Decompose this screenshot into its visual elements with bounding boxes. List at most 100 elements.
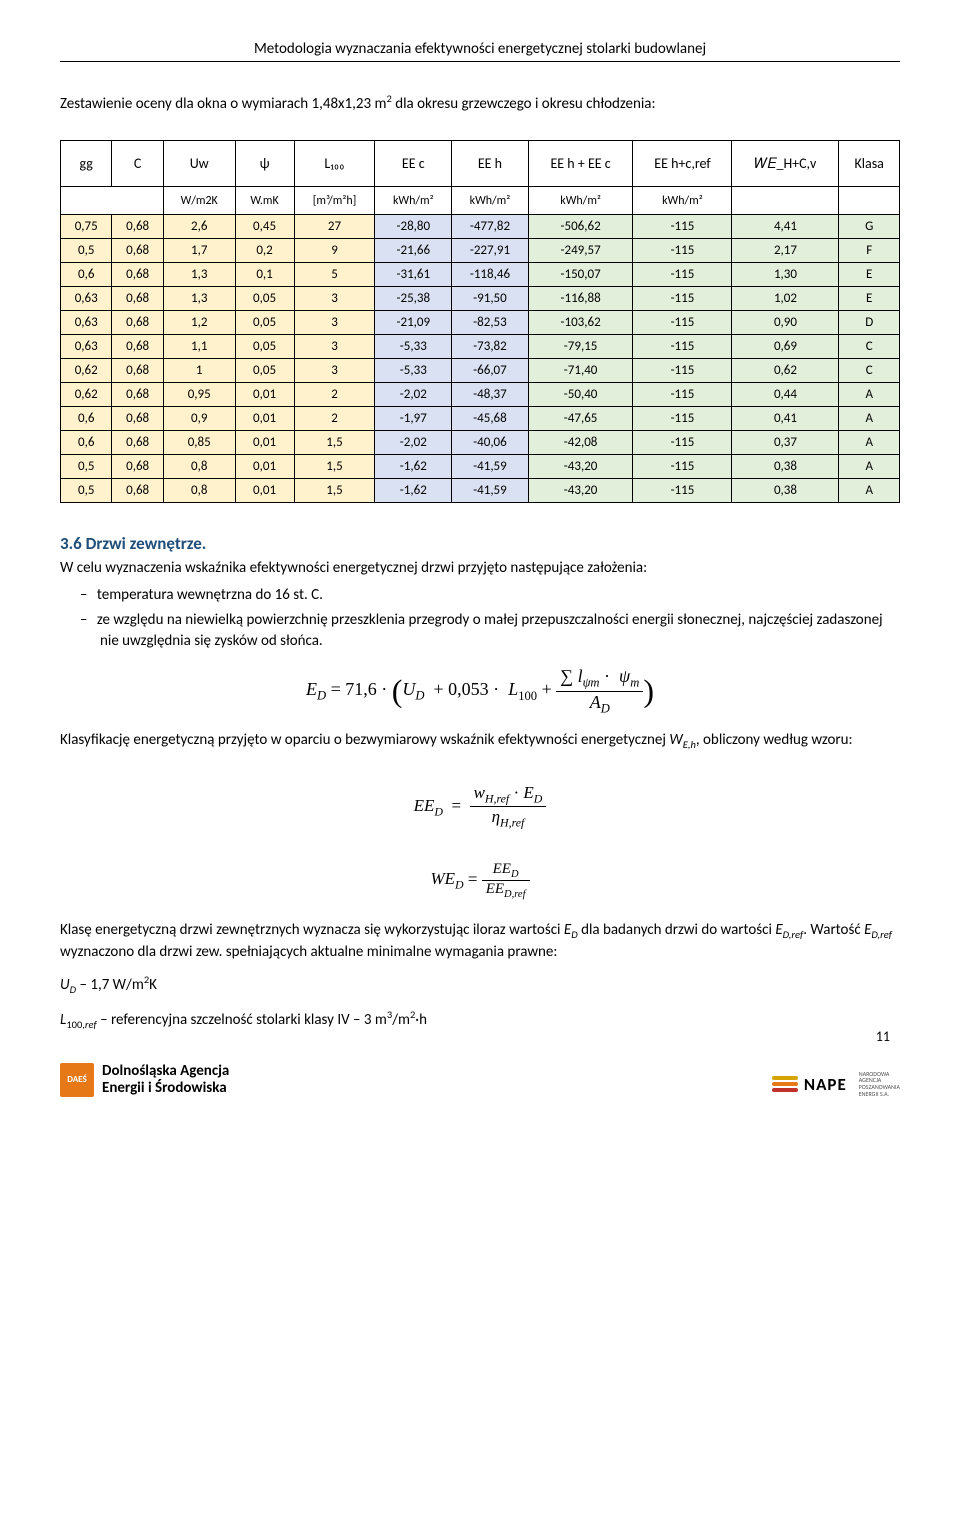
table-cell: 2: [294, 383, 375, 407]
formula-wed: WED = EED EED,ref: [60, 861, 900, 900]
table-header-cell: C: [112, 141, 163, 187]
table-cell: C: [839, 335, 900, 359]
table-cell: 1: [163, 359, 235, 383]
table-cell: -115: [633, 479, 732, 503]
formula-ed: ED = 71,6 · (UD + 0,053 · L100 + ∑ lψm ·…: [60, 666, 900, 716]
page-header: Metodologia wyznaczania efektywności ene…: [60, 40, 900, 62]
table-cell: 0,01: [235, 479, 294, 503]
table-cell: 27: [294, 215, 375, 239]
table-cell: -249,57: [528, 239, 633, 263]
table-cell: -28,80: [375, 215, 452, 239]
table-header-cell: Klasa: [839, 141, 900, 187]
table-header-cell: EE c: [375, 141, 452, 187]
table-cell: 1,30: [732, 263, 839, 287]
table-cell: 0,05: [235, 359, 294, 383]
table-cell: -103,62: [528, 311, 633, 335]
table-cell: 0,95: [163, 383, 235, 407]
table-row: 0,50,680,80,011,5-1,62-41,59-43,20-1150,…: [61, 479, 900, 503]
table-cell: -115: [633, 215, 732, 239]
table-cell: -71,40: [528, 359, 633, 383]
table-cell: -150,07: [528, 263, 633, 287]
table-cell: 0,9: [163, 407, 235, 431]
table-cell: -115: [633, 455, 732, 479]
table-header-cell: 𝑊𝐸_H+C,v: [732, 141, 839, 187]
table-cell: 0,62: [61, 359, 112, 383]
formula-eed: EED = wH,ref · ED ηH,ref: [60, 783, 900, 831]
table-cell: F: [839, 239, 900, 263]
daes-line2: Energii i Środowiska: [102, 1080, 229, 1097]
table-cell: 0,37: [732, 431, 839, 455]
table-cell: A: [839, 431, 900, 455]
table-cell: -31,61: [375, 263, 452, 287]
table-cell: 0,68: [112, 383, 163, 407]
table-cell: 0,68: [112, 407, 163, 431]
table-header-cell: L₁₀₀: [294, 141, 375, 187]
table-cell: E: [839, 263, 900, 287]
table-cell: 3: [294, 311, 375, 335]
table-row: 0,750,682,60,4527-28,80-477,82-506,62-11…: [61, 215, 900, 239]
table-cell: -115: [633, 287, 732, 311]
table-row: 0,620,6810,053-5,33-66,07-71,40-1150,62C: [61, 359, 900, 383]
table-cell: 0,68: [112, 263, 163, 287]
table-cell: 1,5: [294, 431, 375, 455]
table-cell: 0,68: [112, 311, 163, 335]
table-header-cell: [m³/m²h]: [294, 187, 375, 215]
table-cell: 0,69: [732, 335, 839, 359]
table-row: 0,60,681,30,15-31,61-118,46-150,07-1151,…: [61, 263, 900, 287]
table-cell: 0,44: [732, 383, 839, 407]
table-cell: 0,05: [235, 287, 294, 311]
table-header-cell: EE h + EE c: [528, 141, 633, 187]
table-cell: 1,02: [732, 287, 839, 311]
table-cell: -42,08: [528, 431, 633, 455]
table-cell: -66,07: [452, 359, 529, 383]
table-row: 0,620,680,950,012-2,02-48,37-50,40-1150,…: [61, 383, 900, 407]
table-cell: -227,91: [452, 239, 529, 263]
table-cell: 2,6: [163, 215, 235, 239]
logo-daes: DAEŚ Dolnośląska Agencja Energii i Środo…: [60, 1063, 229, 1098]
table-cell: 0,90: [732, 311, 839, 335]
logo-nape: NAPE NARODOWA AGENCJA POSZANOWANIA ENERG…: [772, 1071, 900, 1097]
table-cell: 1,5: [294, 455, 375, 479]
table-row: 0,60,680,850,011,5-2,02-40,06-42,08-1150…: [61, 431, 900, 455]
classification-text: Klasyfikację energetyczną przyjęto w opa…: [60, 730, 900, 753]
table-cell: 0,68: [112, 455, 163, 479]
table-cell: D: [839, 311, 900, 335]
table-cell: C: [839, 359, 900, 383]
table-cell: -5,33: [375, 335, 452, 359]
section-intro: W celu wyznaczenia wskaźnika efektywnośc…: [60, 558, 900, 579]
table-cell: 0,5: [61, 479, 112, 503]
table-row: 0,60,680,90,012-1,97-45,68-47,65-1150,41…: [61, 407, 900, 431]
table-cell: 0,68: [112, 479, 163, 503]
data-table: ggCUwψL₁₀₀EE cEE hEE h + EE cEE h+c,ref𝑊…: [60, 140, 900, 503]
table-header-cell: [732, 187, 839, 215]
table-cell: 0,2: [235, 239, 294, 263]
page-number: 11: [876, 1028, 890, 1045]
table-row: 0,50,681,70,29-21,66-227,91-249,57-1152,…: [61, 239, 900, 263]
table-cell: -116,88: [528, 287, 633, 311]
table-cell: -477,82: [452, 215, 529, 239]
table-row: 0,50,680,80,011,5-1,62-41,59-43,20-1150,…: [61, 455, 900, 479]
table-cell: 5: [294, 263, 375, 287]
table-cell: -115: [633, 383, 732, 407]
table-row: 0,630,681,20,053-21,09-82,53-103,62-1150…: [61, 311, 900, 335]
table-cell: 1,2: [163, 311, 235, 335]
table-cell: 1,5: [294, 479, 375, 503]
table-cell: 3: [294, 335, 375, 359]
table-cell: 0,1: [235, 263, 294, 287]
table-cell: 0,8: [163, 455, 235, 479]
table-cell: 0,01: [235, 455, 294, 479]
table-cell: 0,38: [732, 455, 839, 479]
table-cell: -115: [633, 335, 732, 359]
table-cell: 2: [294, 407, 375, 431]
table-cell: -115: [633, 407, 732, 431]
table-cell: 0,6: [61, 407, 112, 431]
table-cell: -41,59: [452, 455, 529, 479]
table-header-cell: EE h+c,ref: [633, 141, 732, 187]
table-cell: 3: [294, 287, 375, 311]
table-cell: -2,02: [375, 383, 452, 407]
table-cell: 0,68: [112, 239, 163, 263]
table-header-cell: EE h: [452, 141, 529, 187]
table-cell: 0,63: [61, 287, 112, 311]
table-cell: -82,53: [452, 311, 529, 335]
table-cell: 0,38: [732, 479, 839, 503]
